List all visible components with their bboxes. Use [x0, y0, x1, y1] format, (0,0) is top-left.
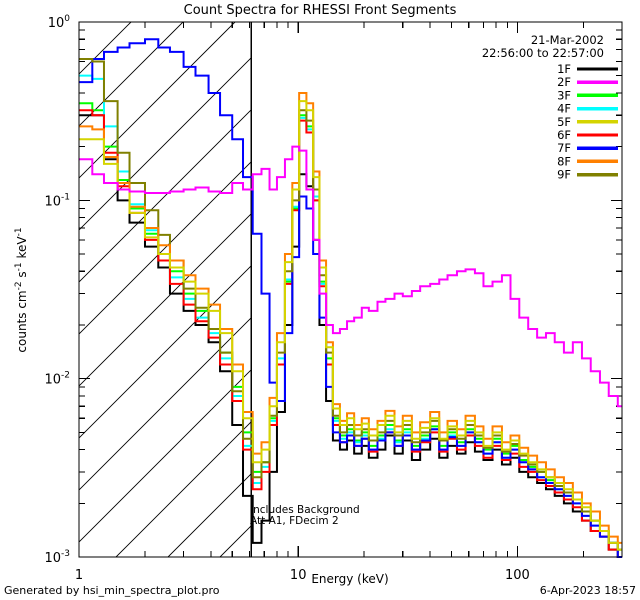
y-axis-label: counts cm-2 s-1 keV-1 — [14, 227, 29, 352]
legend-label-4f: 4F — [557, 102, 571, 116]
hatch-line — [115, 421, 252, 557]
y-tick-label: 10-2 — [44, 371, 70, 388]
hatch-line — [79, 317, 252, 491]
hatch-line — [79, 22, 80, 23]
spectrum-curve-5f — [79, 100, 622, 551]
y-tick-label: 10-1 — [44, 192, 70, 209]
axis-tick-labels: 1 10 100 100 10-1 10-2 10-3 — [44, 14, 529, 583]
legend-label-9f: 9F — [557, 168, 571, 182]
hatch-line — [636, 22, 640, 557]
hatch-line — [79, 369, 252, 543]
plot-frame — [78, 21, 623, 558]
spectra-series-group — [79, 38, 622, 558]
hatched-exclusion-band — [79, 22, 640, 557]
hatch-line — [79, 213, 252, 387]
y-axis-label-exp-3: -1 — [14, 262, 24, 271]
legend-label-2f: 2F — [557, 75, 571, 89]
y-tick-label: 10-3 — [44, 549, 70, 566]
legend-label-1f: 1F — [557, 62, 571, 76]
x-axis-label: Energy (keV) — [311, 572, 388, 586]
hatch-line — [219, 525, 252, 557]
x-tick-label: 100 — [505, 568, 530, 583]
spectrum-curve-2f — [79, 145, 622, 408]
y-axis-label-exp-5: -1 — [14, 227, 24, 236]
y-axis-label-seg-4: keV — [15, 236, 29, 263]
x-tick-label: 10 — [290, 568, 307, 583]
hatch-line — [79, 22, 236, 179]
hatch-line — [324, 22, 640, 557]
legend-label-6f: 6F — [557, 128, 571, 142]
spectrum-curve-4f — [79, 74, 622, 558]
observation-time-range: 22:56:00 to 22:57:00 — [482, 46, 604, 60]
hatch-line — [79, 265, 252, 439]
y-axis-label-seg-0: counts cm — [15, 290, 29, 352]
hatch-line — [79, 109, 252, 283]
legend-label-3f: 3F — [557, 88, 571, 102]
hatch-line — [584, 22, 640, 557]
footer-generated-by: Generated by hsi_min_spectra_plot.pro — [4, 584, 220, 597]
hatch-line — [79, 22, 184, 127]
hatch-line — [376, 22, 640, 557]
y-axis-label-exp-1: -2 — [14, 281, 24, 290]
spectrum-curve-6f — [79, 109, 622, 558]
legend-label-8f: 8F — [557, 154, 571, 168]
annotation-includes-background: Includes Background — [250, 504, 360, 516]
x-tick-label: 1 — [75, 568, 83, 583]
observation-date: 21-Mar-2002 — [531, 33, 604, 47]
spectrum-curve-7f — [79, 38, 622, 558]
y-axis-label-text: counts cm-2 s-1 keV-1 — [14, 227, 29, 352]
hatch-line — [79, 57, 252, 231]
hatch-line — [79, 161, 252, 335]
y-axis-label-seg-2: s — [15, 271, 29, 281]
annotation-attenuator-state: Att A1, FDecim 2 — [250, 515, 339, 527]
spectrum-curve-8f — [79, 91, 622, 544]
chart-title: Count Spectra for RHESSI Front Segments — [184, 3, 457, 18]
y-tick-label: 100 — [48, 14, 71, 31]
legend-label-5f: 5F — [557, 115, 571, 129]
spectrum-curve-1f — [79, 114, 622, 558]
footer-timestamp: 6-Apr-2023 18:57 — [540, 584, 636, 597]
legend-label-7f: 7F — [557, 141, 571, 155]
hatch-line — [272, 22, 640, 557]
